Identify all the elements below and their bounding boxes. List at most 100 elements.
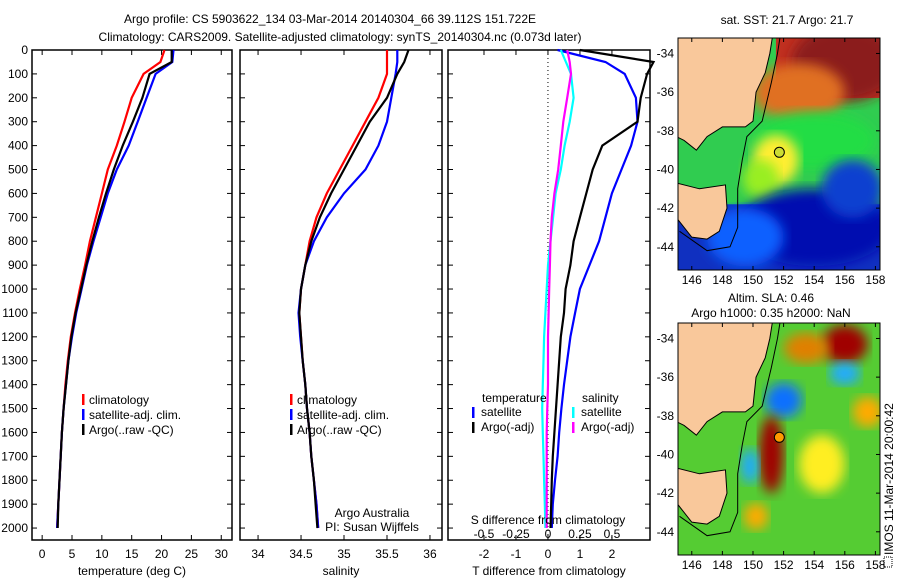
y-tick-label: 900 bbox=[8, 258, 28, 272]
series-line-t-satellite bbox=[550, 48, 639, 529]
x-tick-label-secondary: 0 bbox=[545, 527, 552, 541]
y-tick-label: 300 bbox=[8, 115, 28, 129]
field-anomaly bbox=[783, 332, 830, 364]
lat-tick-label: -40 bbox=[657, 162, 675, 176]
field-anomaly bbox=[740, 448, 760, 484]
isobath-contour bbox=[679, 323, 781, 537]
lon-tick-label: 148 bbox=[712, 558, 732, 572]
lon-tick-label: 146 bbox=[682, 273, 702, 287]
lon-tick-label: 150 bbox=[743, 273, 763, 287]
x-tick-label-secondary: -0.5 bbox=[474, 527, 495, 541]
field-anomaly bbox=[765, 382, 802, 418]
y-tick-label: 0 bbox=[21, 43, 28, 57]
panel-salinity: 34 34.5 35 35.5 36 salinity climatologysatelli… bbox=[239, 49, 443, 578]
lat-tick-label: -34 bbox=[657, 331, 675, 345]
field-anomaly bbox=[752, 63, 845, 122]
legend-swatch bbox=[290, 394, 293, 405]
legend-label: satellite bbox=[581, 405, 622, 419]
y-tick-label: 1200 bbox=[1, 330, 28, 344]
legend-label: satellite bbox=[481, 405, 522, 419]
x-tick-label: 20 bbox=[155, 547, 169, 561]
series-line-s-satellite bbox=[541, 49, 575, 529]
field-anomaly bbox=[759, 415, 784, 494]
x-tick-label: 35.5 bbox=[375, 547, 399, 561]
y-tick-label: 1900 bbox=[1, 497, 28, 511]
x-tick-label: 25 bbox=[185, 547, 199, 561]
mainland-land bbox=[678, 323, 773, 436]
legend-swatch bbox=[572, 407, 575, 418]
map-sla: 146 148 150 152 154 156 158 -34 -36 -38 -40 -42 -44 A… bbox=[657, 291, 896, 572]
x-tick-label: -1 bbox=[511, 547, 522, 561]
x-tick-label: -2 bbox=[479, 547, 490, 561]
x-axis-label-secondary: S difference from climatology bbox=[471, 513, 626, 527]
y-tick-label: 800 bbox=[8, 234, 28, 248]
legend-swatch bbox=[82, 409, 85, 420]
lat-tick-label: -42 bbox=[657, 201, 675, 215]
lat-tick-label: -42 bbox=[657, 486, 675, 500]
series-line-t-argo-adj- bbox=[549, 48, 656, 529]
series-line-argo-raw-qc- bbox=[298, 49, 410, 529]
map-field bbox=[678, 38, 880, 270]
lat-tick-label: -44 bbox=[657, 240, 675, 254]
legend-swatch bbox=[82, 394, 85, 405]
title-line1: Argo profile: CS 5903622_134 03-Mar-2014… bbox=[124, 12, 536, 26]
x-tick-label-secondary: -0.25 bbox=[502, 527, 530, 541]
plot-frame bbox=[31, 49, 233, 541]
field-anomaly bbox=[821, 324, 868, 364]
legend-swatch bbox=[290, 424, 293, 435]
field-anomaly bbox=[852, 396, 880, 428]
y-tick-label: 500 bbox=[8, 163, 28, 177]
y-tick-label: 1600 bbox=[1, 425, 28, 439]
legend-swatch bbox=[572, 422, 575, 433]
x-tick-label: 36 bbox=[423, 547, 437, 561]
x-tick-label: 10 bbox=[95, 547, 109, 561]
lat-tick-label: -34 bbox=[657, 46, 675, 60]
x-axis-label: T difference from climatology bbox=[472, 564, 626, 578]
field-anomaly bbox=[743, 502, 769, 530]
imos-credit: IMOS 11-Mar-2014 20:00:42 bbox=[882, 403, 896, 555]
x-tick-label: 34 bbox=[251, 547, 265, 561]
y-tick-label: 1100 bbox=[2, 306, 28, 320]
field-anomaly bbox=[798, 435, 845, 494]
imos-logo-icon bbox=[883, 556, 893, 568]
lon-tick-label: 148 bbox=[712, 273, 732, 287]
y-tick-label: 1300 bbox=[1, 354, 28, 368]
legend-label: Argo(-adj) bbox=[581, 420, 634, 434]
field-anomaly bbox=[829, 361, 861, 385]
x-tick-label: 30 bbox=[215, 547, 229, 561]
lon-tick-label: 152 bbox=[774, 558, 794, 572]
y-tick-label: 1800 bbox=[1, 473, 28, 487]
lat-tick-label: -36 bbox=[657, 370, 675, 384]
legend-label: climatology bbox=[297, 393, 357, 407]
legend-header-temperature: temperature bbox=[482, 391, 547, 405]
y-tick-label: 700 bbox=[8, 210, 28, 224]
lon-tick-label: 158 bbox=[865, 273, 885, 287]
lon-tick-label: 156 bbox=[835, 273, 855, 287]
annotation-text: Argo Australia bbox=[335, 506, 410, 520]
map-sst: 146 148 150 152 154 156 158 -34 -36 -38 -40 -42 -44 s… bbox=[657, 13, 886, 287]
panel-temperature: 0100200300400500600700800900100011001200… bbox=[1, 43, 233, 578]
x-tick-label: 15 bbox=[125, 547, 139, 561]
y-tick-label: 200 bbox=[8, 91, 28, 105]
legend-label: climatology bbox=[89, 393, 149, 407]
y-tick-label: 1000 bbox=[1, 282, 28, 296]
series-line-argo-raw-qc- bbox=[56, 50, 173, 529]
x-tick-label: 35 bbox=[337, 547, 351, 561]
lon-tick-label: 154 bbox=[804, 558, 824, 572]
lon-tick-label: 152 bbox=[774, 273, 794, 287]
map-frame bbox=[677, 37, 881, 271]
y-tick-label: 600 bbox=[8, 186, 28, 200]
map-title: sat. SST: 21.7 Argo: 21.7 bbox=[721, 13, 854, 27]
y-tick-label: 400 bbox=[8, 139, 28, 153]
legend-label: Argo(..raw -QC) bbox=[89, 423, 174, 437]
x-tick-label: 2 bbox=[609, 547, 616, 561]
x-tick-label-secondary: 0.5 bbox=[604, 527, 621, 541]
x-tick-label: 0 bbox=[545, 547, 552, 561]
lat-tick-label: -36 bbox=[657, 85, 675, 99]
tasmania-land bbox=[678, 467, 728, 525]
y-tick-label: 1700 bbox=[1, 449, 28, 463]
lat-tick-label: -38 bbox=[657, 409, 675, 423]
legend-label: Argo(-adj) bbox=[481, 420, 534, 434]
lon-tick-label: 156 bbox=[835, 558, 855, 572]
field-anomaly bbox=[742, 159, 779, 199]
